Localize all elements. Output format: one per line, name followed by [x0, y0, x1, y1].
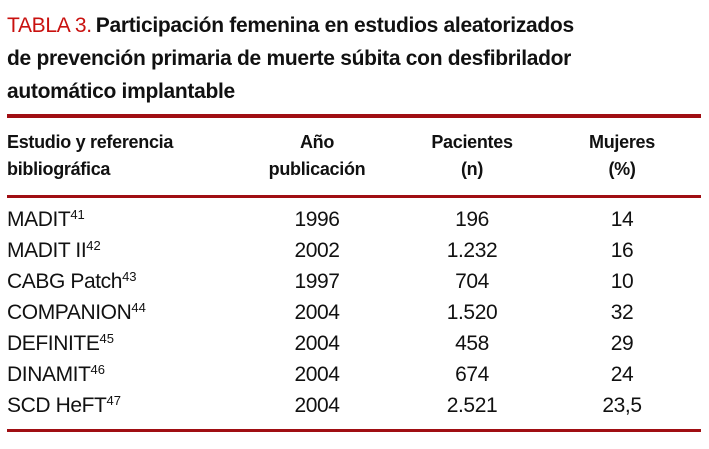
header-rule	[7, 195, 701, 198]
bottom-rule	[7, 429, 701, 432]
patients-cell: 1.520	[446, 301, 498, 324]
column-header-year-line1: Año	[299, 132, 335, 152]
column-header-study-line1: Estudio y referencia	[7, 132, 174, 152]
study-cell: MADIT II42	[7, 235, 242, 266]
table-row: DINAMIT46 2004 674 24	[7, 359, 702, 390]
column-header-women: Mujeres (%)	[552, 129, 692, 183]
column-header-year: Año publicación	[242, 129, 392, 183]
study-cell: MADIT41	[7, 204, 242, 235]
women-cell: 10	[610, 270, 634, 293]
year-cell: 2004	[294, 363, 340, 386]
column-header-study-line2: bibliográfica	[7, 159, 111, 179]
column-header-patients-line2: (n)	[460, 159, 484, 179]
study-name: MADIT	[7, 208, 71, 231]
reference-superscript: 47	[106, 393, 121, 408]
reference-superscript: 46	[90, 362, 105, 377]
patients-cell: 196	[455, 208, 489, 231]
year-cell: 2004	[294, 394, 340, 417]
patients-cell: 2.521	[446, 394, 498, 417]
patients-cell: 458	[455, 332, 489, 355]
women-cell: 16	[610, 239, 634, 262]
table-row: CABG Patch43 1997 704 10	[7, 266, 702, 297]
patients-cell: 704	[455, 270, 489, 293]
study-name: COMPANION	[7, 301, 132, 324]
reference-superscript: 44	[131, 300, 146, 315]
top-rule	[7, 114, 701, 118]
column-header-study: Estudio y referencia bibliográfica	[7, 129, 242, 183]
women-cell: 23,5	[602, 394, 642, 417]
study-cell: CABG Patch43	[7, 266, 242, 297]
reference-superscript: 41	[70, 207, 85, 222]
women-cell: 14	[610, 208, 634, 231]
reference-superscript: 42	[86, 238, 101, 253]
study-name: DEFINITE	[7, 332, 100, 355]
women-cell: 24	[610, 363, 634, 386]
patients-cell: 1.232	[446, 239, 498, 262]
table-row: SCD HeFT47 2004 2.521 23,5	[7, 390, 702, 421]
year-cell: 2004	[294, 332, 340, 355]
study-name: DINAMIT	[7, 363, 91, 386]
women-cell: 29	[610, 332, 634, 355]
year-cell: 1996	[294, 208, 340, 231]
women-cell: 32	[610, 301, 634, 324]
table-row: MADIT II42 2002 1.232 16	[7, 235, 702, 266]
year-cell: 2004	[294, 301, 340, 324]
column-header-patients-line1: Pacientes	[431, 132, 513, 152]
column-header-year-line2: publicación	[268, 159, 366, 179]
table-number-label: TABLA 3.	[7, 14, 92, 37]
table-title: TABLA 3. Participación femenina en estudi…	[7, 7, 585, 108]
study-cell: SCD HeFT47	[7, 390, 242, 421]
study-cell: DINAMIT46	[7, 359, 242, 390]
column-header-women-line1: Mujeres	[589, 132, 655, 152]
study-name: SCD HeFT	[7, 394, 107, 417]
table-header-row: Estudio y referencia bibliográfica Año p…	[7, 118, 702, 195]
study-name: MADIT II	[7, 239, 87, 262]
table-row: DEFINITE45 2004 458 29	[7, 328, 702, 359]
table-row: MADIT41 1996 196 14	[7, 204, 702, 235]
column-header-women-line2: (%)	[608, 159, 636, 179]
study-cell: DEFINITE45	[7, 328, 242, 359]
year-cell: 1997	[294, 270, 340, 293]
study-cell: COMPANION44	[7, 297, 242, 328]
column-header-patients: Pacientes (n)	[392, 129, 552, 183]
year-cell: 2002	[294, 239, 340, 262]
table-title-text: Participación femenina en estudios aleat…	[7, 14, 574, 103]
study-name: CABG Patch	[7, 270, 123, 293]
reference-superscript: 43	[122, 269, 137, 284]
patients-cell: 674	[455, 363, 489, 386]
table-row: COMPANION44 2004 1.520 32	[7, 297, 702, 328]
table-body: MADIT41 1996 196 14 MADIT II42 2002 1.23…	[7, 198, 702, 429]
reference-superscript: 45	[99, 331, 114, 346]
